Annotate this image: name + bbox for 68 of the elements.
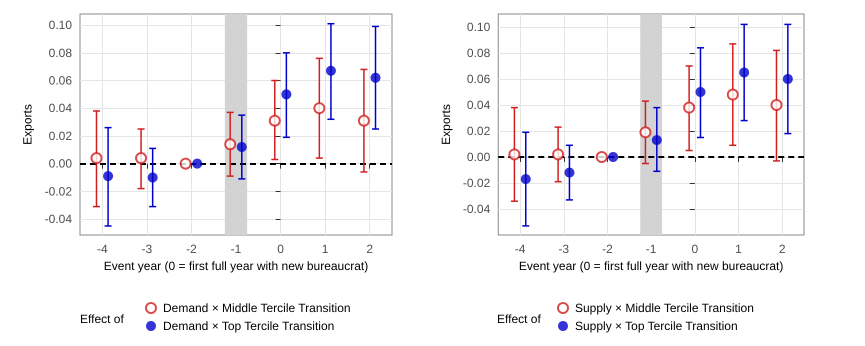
point (782, 74, 793, 84)
x-tick-label: 2 (778, 242, 786, 256)
point (726, 88, 739, 101)
point (313, 102, 326, 114)
x-tick-label: -2 (186, 242, 198, 256)
point (683, 102, 696, 114)
x-tick-label: -4 (96, 242, 108, 256)
y-tick-label: 0.10 (466, 20, 491, 34)
point (596, 151, 608, 163)
x-tick-label: 0 (691, 242, 698, 256)
point (103, 171, 114, 182)
point (90, 152, 102, 164)
y-tick-label: 0.04 (466, 98, 491, 112)
y-tick-label: -0.02 (462, 176, 491, 190)
point (564, 168, 574, 178)
x-tick-label: 0 (277, 242, 284, 256)
x-tick-label: 2 (366, 242, 374, 256)
y-tick-label: 0.08 (466, 46, 491, 60)
y-tick-label: 0.02 (48, 128, 72, 143)
point (608, 152, 618, 162)
y-tick-label: 0.02 (466, 124, 491, 138)
point (281, 89, 292, 100)
point (695, 87, 706, 97)
point (639, 126, 652, 138)
point (192, 158, 202, 169)
point (224, 138, 236, 150)
y-tick-label: -0.02 (44, 184, 72, 198)
legend-title: Effect of (497, 312, 542, 326)
x-axis-title: Event year (0 = first full year with new bureaucrat) (104, 258, 368, 273)
y-tick-label: 0.10 (48, 18, 72, 32)
point (358, 114, 370, 127)
point (326, 66, 336, 76)
point (148, 172, 158, 182)
x-tick-label: -1 (230, 242, 242, 256)
y-tick-label: -0.04 (462, 202, 491, 216)
point (135, 152, 148, 164)
x-tick-label: 1 (735, 242, 742, 256)
y-tick-label: 0.00 (466, 150, 491, 164)
y-tick-label: 0.04 (48, 101, 72, 116)
legend-label: Demand × Middle Tercile Transition (163, 301, 351, 315)
point (520, 174, 531, 184)
x-tick-label: -3 (558, 242, 570, 256)
y-tick-label: 0.08 (48, 46, 72, 60)
x-tick-label: -2 (602, 242, 614, 256)
x-tick-label: -4 (514, 242, 526, 256)
y-tick-label: 0.06 (466, 72, 491, 86)
y-tick-label: 0.00 (48, 156, 72, 171)
legend-title: Effect of (80, 312, 124, 326)
x-axis-title: Event year (0 = first full year with new bureaucrat) (518, 258, 784, 273)
point (770, 99, 782, 111)
legend-label: Supply × Middle Tercile Transition (575, 301, 754, 315)
point (652, 135, 662, 146)
y-axis-title: Exports (439, 104, 453, 145)
point (508, 148, 520, 160)
point (180, 158, 192, 170)
y-tick-label: -0.04 (44, 212, 72, 226)
x-tick-label: 1 (322, 242, 329, 256)
x-tick-label: -3 (142, 242, 153, 256)
point (370, 72, 381, 83)
point (739, 68, 750, 78)
y-axis-title: Exports (20, 104, 35, 145)
point (552, 148, 564, 160)
legend-label: Supply × Top Tercile Transition (575, 319, 738, 333)
point (268, 114, 281, 127)
legend-label: Demand × Top Tercile Transition (163, 319, 334, 333)
y-tick-label: 0.06 (48, 74, 72, 88)
point (236, 142, 247, 152)
x-tick-label: -1 (646, 242, 657, 256)
